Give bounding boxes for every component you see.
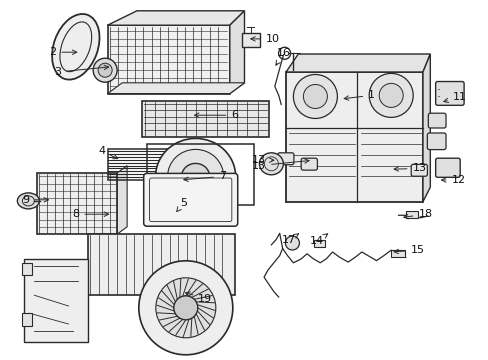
Text: 8: 8: [72, 209, 108, 219]
Ellipse shape: [93, 58, 117, 82]
Text: 13: 13: [252, 155, 273, 165]
Text: 16: 16: [275, 48, 290, 65]
Polygon shape: [285, 54, 429, 72]
Text: 4: 4: [98, 146, 118, 159]
Polygon shape: [117, 166, 127, 234]
Text: 12: 12: [441, 175, 465, 185]
Bar: [241, 33, 260, 47]
FancyBboxPatch shape: [277, 153, 293, 165]
FancyBboxPatch shape: [435, 81, 463, 105]
Polygon shape: [422, 54, 429, 202]
Bar: [22, 263, 32, 275]
FancyBboxPatch shape: [301, 158, 317, 170]
FancyBboxPatch shape: [143, 174, 237, 226]
Text: 5: 5: [176, 198, 186, 212]
Text: 1: 1: [344, 90, 374, 100]
Ellipse shape: [368, 73, 412, 117]
Bar: [22, 313, 32, 326]
Polygon shape: [107, 83, 244, 94]
Polygon shape: [229, 11, 244, 94]
Text: 2: 2: [49, 47, 77, 57]
Polygon shape: [88, 234, 234, 295]
Bar: [314, 240, 325, 247]
Text: 15: 15: [393, 245, 424, 255]
Ellipse shape: [293, 75, 337, 118]
Bar: [390, 250, 404, 257]
FancyBboxPatch shape: [427, 113, 445, 128]
Polygon shape: [285, 72, 422, 202]
Ellipse shape: [259, 153, 283, 175]
Polygon shape: [142, 101, 268, 137]
Text: 9: 9: [22, 195, 48, 205]
Ellipse shape: [98, 63, 112, 77]
Ellipse shape: [181, 163, 209, 189]
FancyBboxPatch shape: [410, 164, 427, 176]
Polygon shape: [24, 259, 88, 342]
Text: 10: 10: [250, 34, 279, 44]
Ellipse shape: [378, 84, 403, 107]
Polygon shape: [107, 11, 244, 25]
Polygon shape: [107, 25, 229, 94]
Ellipse shape: [18, 193, 39, 209]
Text: 13: 13: [252, 159, 308, 171]
FancyBboxPatch shape: [435, 158, 459, 177]
Text: 11: 11: [443, 92, 466, 103]
Ellipse shape: [303, 85, 327, 108]
Ellipse shape: [285, 236, 299, 250]
Bar: [405, 211, 417, 218]
Text: 6: 6: [194, 110, 238, 120]
Text: 14: 14: [309, 234, 327, 246]
Circle shape: [173, 296, 198, 320]
Ellipse shape: [155, 138, 235, 215]
Circle shape: [139, 261, 232, 355]
Text: 3: 3: [54, 65, 108, 77]
Text: 19: 19: [185, 292, 212, 304]
Circle shape: [156, 278, 215, 338]
FancyBboxPatch shape: [427, 133, 445, 150]
Polygon shape: [37, 173, 117, 234]
Ellipse shape: [52, 14, 100, 80]
Text: 17: 17: [281, 234, 298, 246]
Text: 7: 7: [183, 171, 225, 181]
Text: 18: 18: [403, 209, 431, 219]
Text: 13: 13: [393, 163, 426, 174]
Ellipse shape: [167, 149, 223, 203]
